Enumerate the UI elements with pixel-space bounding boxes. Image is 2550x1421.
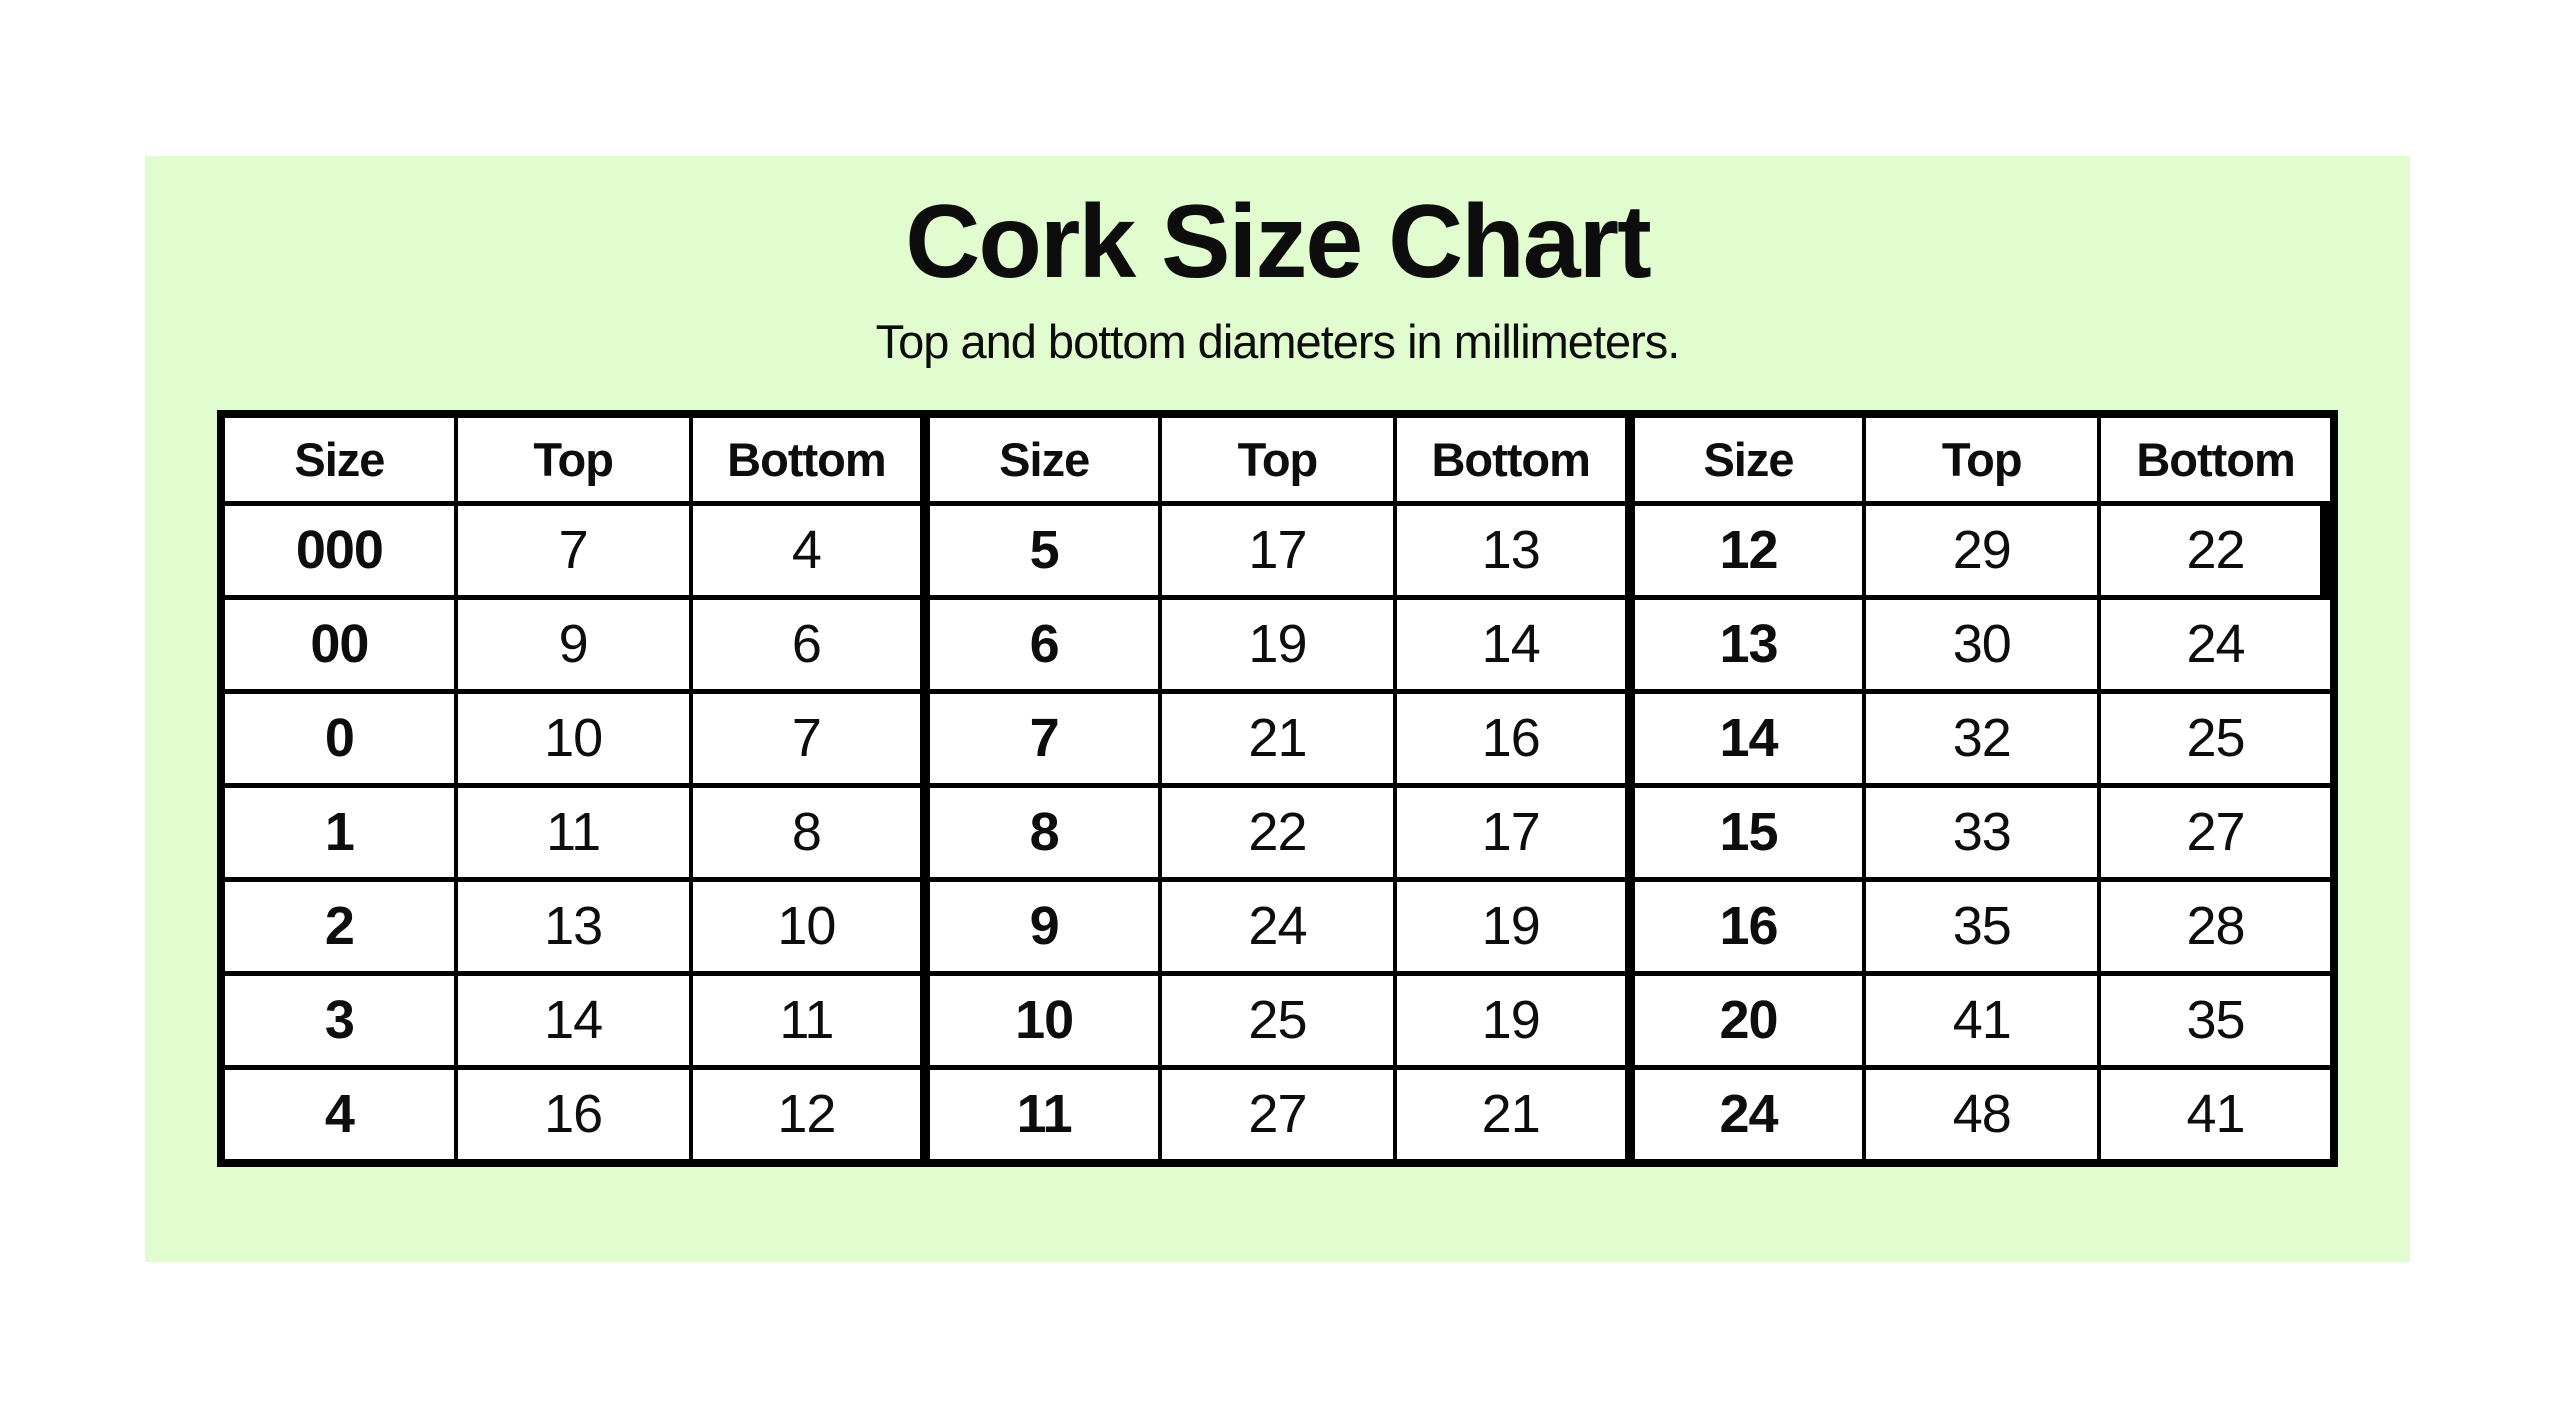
page-title: Cork Size Chart: [905, 184, 1651, 300]
top-cell: 24: [1158, 876, 1397, 976]
table-row: 0 10 7 7 21 16 14 32 25: [219, 688, 2336, 788]
size-cell: 10: [920, 970, 1163, 1070]
size-cell: 8: [920, 782, 1163, 882]
bottom-cell: 8: [688, 782, 928, 882]
size-cell: 16: [1624, 876, 1867, 976]
bottom-cell: 11: [688, 970, 928, 1070]
top-cell: 32: [1862, 688, 2102, 788]
bottom-cell: 14: [1392, 594, 1632, 694]
top-cell: 48: [1862, 1064, 2102, 1166]
top-cell: 30: [1862, 594, 2102, 694]
size-cell: 14: [1624, 688, 1867, 788]
size-cell: 20: [1624, 970, 1867, 1070]
table-header-row: Size Top Bottom Size Top Bottom Size Top Bottom: [219, 411, 2336, 506]
bottom-cell: 21: [1392, 1064, 1632, 1166]
bottom-cell: 41: [2097, 1064, 2336, 1166]
page-subtitle: Top and bottom diameters in millimeters.: [875, 315, 1681, 368]
top-cell: 14: [453, 970, 693, 1070]
bottom-cell: 13: [1392, 500, 1632, 600]
top-cell: 41: [1862, 970, 2102, 1070]
top-cell: 13: [453, 876, 693, 976]
top-cell: 11: [453, 782, 693, 882]
size-cell: 00: [219, 594, 458, 694]
bottom-cell: 16: [1392, 688, 1632, 788]
bottom-cell: 19: [1392, 876, 1632, 976]
bottom-cell: 25: [2097, 688, 2336, 788]
top-cell: 16: [453, 1064, 693, 1166]
size-cell: 24: [1624, 1064, 1867, 1166]
size-cell: 7: [920, 688, 1163, 788]
top-cell: 17: [1158, 500, 1397, 600]
col-header-top: Top: [453, 411, 693, 506]
bottom-cell: 28: [2097, 876, 2336, 976]
col-header-bottom: Bottom: [688, 411, 928, 506]
table-body: 000 7 4 5 17 13 12 29 22 00 9 6 6 19 14 13 30 24 0 10 7 7 21 16…: [219, 500, 2336, 1166]
top-cell: 35: [1862, 876, 2102, 976]
chart-panel: Cork Size Chart Top and bottom diameters…: [145, 156, 2410, 1262]
col-header-top: Top: [1862, 411, 2102, 506]
bottom-cell: 27: [2097, 782, 2336, 882]
size-cell: 1: [219, 782, 458, 882]
size-cell: 9: [920, 876, 1163, 976]
bottom-cell: 22: [2097, 500, 2336, 600]
bottom-cell: 4: [688, 500, 928, 600]
bottom-cell: 7: [688, 688, 928, 788]
top-cell: 19: [1158, 594, 1397, 694]
bottom-cell: 17: [1392, 782, 1632, 882]
size-cell: 0: [219, 688, 458, 788]
top-cell: 27: [1158, 1064, 1397, 1166]
table-row: 1 11 8 8 22 17 15 33 27: [219, 782, 2336, 882]
size-cell: 5: [920, 500, 1163, 600]
size-cell: 2: [219, 876, 458, 976]
col-header-bottom: Bottom: [2097, 411, 2336, 506]
size-cell: 4: [219, 1064, 458, 1166]
size-cell: 15: [1624, 782, 1867, 882]
cork-size-table: Size Top Bottom Size Top Bottom Size Top Bottom …: [217, 409, 2338, 1167]
size-cell: 12: [1624, 500, 1867, 600]
col-header-size: Size: [1624, 411, 1867, 506]
bottom-cell: 19: [1392, 970, 1632, 1070]
bottom-cell: 24: [2097, 594, 2336, 694]
table-row: 000 7 4 5 17 13 12 29 22: [219, 500, 2336, 600]
table-row: 2 13 10 9 24 19 16 35 28: [219, 876, 2336, 976]
size-cell: 000: [219, 500, 458, 600]
top-cell: 21: [1158, 688, 1397, 788]
table-row: 3 14 11 10 25 19 20 41 35: [219, 970, 2336, 1070]
col-header-bottom: Bottom: [1392, 411, 1632, 506]
top-cell: 22: [1158, 782, 1397, 882]
size-cell: 3: [219, 970, 458, 1070]
table-row: 00 9 6 6 19 14 13 30 24: [219, 594, 2336, 694]
top-cell: 7: [453, 500, 693, 600]
top-cell: 29: [1862, 500, 2102, 600]
top-cell: 9: [453, 594, 693, 694]
col-header-top: Top: [1158, 411, 1397, 506]
top-cell: 10: [453, 688, 693, 788]
bottom-cell: 6: [688, 594, 928, 694]
top-cell: 33: [1862, 782, 2102, 882]
size-cell: 11: [920, 1064, 1163, 1166]
table-row: 4 16 12 11 27 21 24 48 41: [219, 1064, 2336, 1166]
size-cell: 6: [920, 594, 1163, 694]
col-header-size: Size: [920, 411, 1163, 506]
table-head: Size Top Bottom Size Top Bottom Size Top Bottom: [219, 411, 2336, 506]
size-cell: 13: [1624, 594, 1867, 694]
bottom-cell: 12: [688, 1064, 928, 1166]
top-cell: 25: [1158, 970, 1397, 1070]
bottom-cell: 10: [688, 876, 928, 976]
bottom-cell: 35: [2097, 970, 2336, 1070]
col-header-size: Size: [219, 411, 458, 506]
